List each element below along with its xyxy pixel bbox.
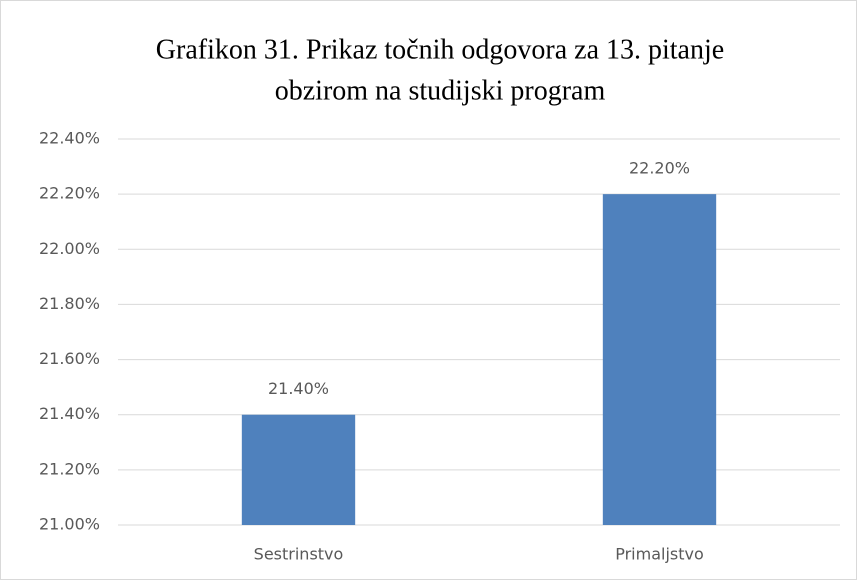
y-tick-label: 22.20% xyxy=(39,184,100,203)
y-tick-label: 22.40% xyxy=(39,129,100,148)
x-tick-label: Sestrinstvo xyxy=(254,545,344,564)
chart-title: Grafikon 31. Prikaz točnih odgovora za 1… xyxy=(156,34,724,65)
y-tick-label: 21.20% xyxy=(39,459,100,478)
bar xyxy=(602,194,717,525)
value-label: 21.40% xyxy=(268,379,329,398)
chart-title: obzirom na studijski program xyxy=(275,75,606,106)
y-tick-label: 21.00% xyxy=(39,515,100,534)
y-tick-label: 21.80% xyxy=(39,294,100,313)
x-tick-label: Primaljstvo xyxy=(615,545,704,564)
y-tick-label: 21.40% xyxy=(39,404,100,423)
bar xyxy=(241,414,356,525)
y-tick-label: 21.60% xyxy=(39,349,100,368)
value-label: 22.20% xyxy=(629,159,690,178)
y-tick-label: 22.00% xyxy=(39,239,100,258)
